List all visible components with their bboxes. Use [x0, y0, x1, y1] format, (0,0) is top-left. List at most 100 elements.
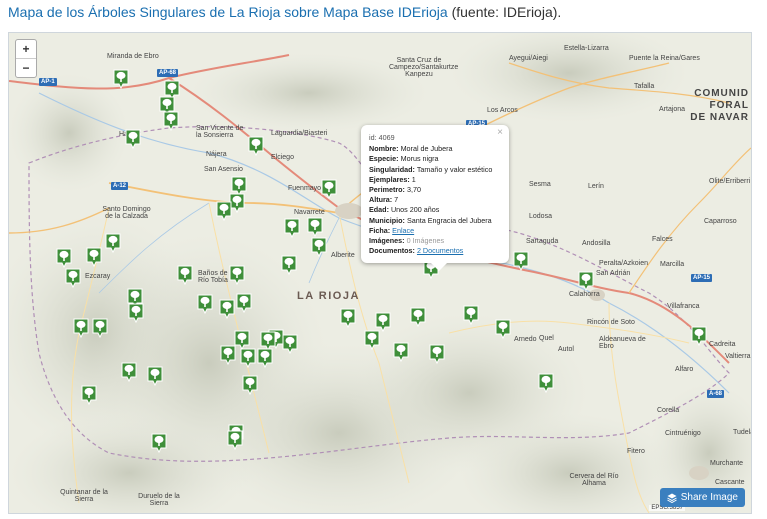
tree-marker[interactable] — [242, 375, 258, 396]
tree-marker[interactable] — [197, 294, 213, 315]
label-miranda: Miranda de Ebro — [107, 53, 159, 60]
region-label-navarra-3: DE NAVAR — [690, 112, 749, 123]
tree-marker[interactable] — [311, 237, 327, 258]
label-rincon: Rincón de Soto — [587, 319, 635, 326]
tree-marker[interactable] — [219, 299, 235, 320]
tree-marker[interactable] — [429, 344, 445, 365]
tree-icon — [248, 136, 264, 157]
tree-marker[interactable] — [231, 176, 247, 197]
label-san-adrian: San Adrián — [596, 270, 631, 277]
tree-marker[interactable] — [125, 129, 141, 150]
tree-icon — [364, 330, 380, 351]
tree-marker[interactable] — [121, 362, 137, 383]
tree-marker[interactable] — [307, 217, 323, 238]
tree-marker[interactable] — [147, 366, 163, 387]
zoom-out-button[interactable]: − — [16, 58, 36, 77]
popup-value: Moral de Jubera — [400, 144, 453, 154]
region-label-la-rioja: LA RIOJA — [297, 290, 360, 302]
tree-icon — [410, 307, 426, 328]
tree-marker[interactable] — [410, 307, 426, 328]
tree-marker[interactable] — [257, 348, 273, 369]
tree-icon — [163, 111, 179, 132]
tree-marker[interactable] — [538, 373, 554, 394]
tree-marker[interactable] — [282, 334, 298, 355]
tree-icon — [227, 430, 243, 451]
tree-marker[interactable] — [216, 201, 232, 222]
tree-icon — [81, 385, 97, 406]
tree-marker[interactable] — [375, 312, 391, 333]
tree-marker[interactable] — [248, 136, 264, 157]
label-cascante: Cascante — [715, 479, 745, 486]
road-shield-a12: A-12 — [111, 182, 129, 190]
tree-marker[interactable] — [56, 248, 72, 269]
tree-marker[interactable] — [281, 255, 297, 276]
tree-icon — [164, 80, 180, 101]
tree-marker[interactable] — [321, 179, 337, 200]
label-los-arcos: Los Arcos — [487, 107, 518, 114]
popup-ficha-link[interactable]: Enlace — [392, 225, 415, 235]
popup-row-ficha: Ficha: Enlace — [369, 226, 501, 236]
zoom-in-button[interactable]: + — [22, 42, 30, 56]
tree-marker[interactable] — [284, 218, 300, 239]
tree-marker[interactable] — [65, 268, 81, 289]
popup-label: Ficha: — [369, 225, 391, 235]
tree-marker[interactable] — [340, 308, 356, 329]
tree-marker[interactable] — [364, 330, 380, 351]
road-shield-ap1: AP-1 — [39, 78, 57, 86]
tree-marker[interactable] — [260, 331, 276, 352]
tree-marker[interactable] — [128, 303, 144, 324]
tree-marker[interactable] — [105, 233, 121, 254]
label-andosilla: Andosilla — [582, 240, 611, 247]
tree-icon — [234, 330, 250, 351]
label-olite: Olite/Erriberri — [709, 178, 751, 185]
tree-marker[interactable] — [240, 348, 256, 369]
label-autol: Autol — [558, 346, 574, 353]
tree-marker[interactable] — [113, 69, 129, 90]
tree-icon — [197, 294, 213, 315]
tree-marker[interactable] — [177, 265, 193, 286]
tree-marker[interactable] — [229, 265, 245, 286]
layers-icon — [666, 493, 677, 503]
tree-icon — [578, 271, 594, 292]
tree-marker[interactable] — [227, 430, 243, 451]
tree-icon — [236, 293, 252, 314]
label-tudela: Tudela — [733, 429, 751, 436]
label-sartaguda: Sartaguda — [526, 238, 559, 245]
tree-marker[interactable] — [86, 247, 102, 268]
road-shield-a68: A-68 — [707, 390, 725, 398]
tree-icon — [429, 344, 445, 365]
label-san-vicente: San Vicente de la Sonsierra — [196, 125, 244, 139]
popup-documentos-link[interactable]: 2 Documentos — [416, 246, 464, 256]
popup-value: Santa Engracia del Jubera — [406, 215, 492, 225]
label-valtierra: Valtierra — [725, 353, 751, 360]
tree-marker[interactable] — [127, 288, 143, 309]
tree-icon — [113, 69, 129, 90]
tree-marker[interactable] — [234, 330, 250, 351]
tree-marker[interactable] — [463, 305, 479, 326]
popup-close-button[interactable]: × — [497, 127, 503, 138]
tree-icon — [375, 312, 391, 333]
tree-marker[interactable] — [691, 326, 707, 347]
popup-label: Imágenes: — [369, 236, 405, 246]
tree-icon — [495, 319, 511, 340]
tree-marker[interactable] — [393, 342, 409, 363]
tree-marker[interactable] — [151, 433, 167, 454]
tree-marker[interactable] — [73, 318, 89, 339]
tree-marker[interactable] — [220, 345, 236, 366]
tree-marker[interactable] — [164, 80, 180, 101]
tree-marker[interactable] — [236, 293, 252, 314]
tree-marker[interactable] — [495, 319, 511, 340]
caption-source: (fuente: IDErioja). — [447, 4, 562, 20]
tree-marker[interactable] — [513, 251, 529, 272]
tree-marker[interactable] — [163, 111, 179, 132]
tree-marker[interactable] — [578, 271, 594, 292]
tree-marker[interactable] — [81, 385, 97, 406]
share-image-button[interactable]: Share Image — [659, 488, 745, 507]
tree-marker[interactable] — [92, 318, 108, 339]
popup-value: 1 — [411, 174, 416, 184]
tree-icon — [65, 268, 81, 289]
caption-link[interactable]: Mapa de los Árboles Singulares de La Rio… — [8, 4, 448, 20]
map-viewport[interactable]: AP-1 AP-68 A-12 AP-15 AP-15 A-68 Miranda… — [8, 32, 752, 514]
label-estella: Estella-Lizarra — [564, 45, 609, 52]
popup-row-singularidad: Singularidad: Tamaño y valor estético — [369, 165, 501, 175]
